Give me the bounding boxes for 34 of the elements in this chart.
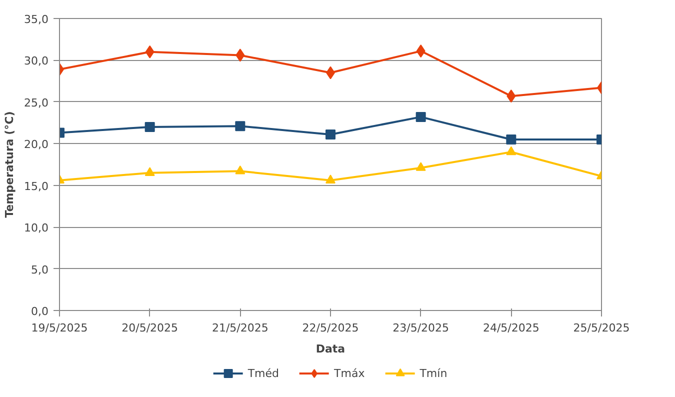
x-axis-title: Data — [316, 342, 346, 356]
y-tick-label: 25,0 — [24, 96, 49, 110]
y-tick-label: 0,0 — [31, 305, 49, 318]
point — [235, 121, 246, 132]
point — [416, 112, 426, 122]
point — [416, 44, 426, 58]
point — [506, 134, 516, 144]
x-tick-label: 21/5/2025 — [212, 322, 268, 334]
x-tick-label: 23/5/2025 — [392, 322, 450, 334]
point — [144, 122, 155, 132]
point — [144, 167, 155, 176]
y-axis-title: Temperatura (°C) — [3, 111, 16, 218]
legend-label: Tméd — [248, 366, 280, 380]
x-tick-label: 22/5/2025 — [302, 322, 359, 334]
y-tick-label: 5,0 — [31, 263, 49, 276]
point — [326, 129, 336, 140]
point — [235, 165, 246, 174]
point — [416, 162, 426, 171]
point — [145, 45, 154, 58]
y-tick-label: 15,0 — [24, 180, 49, 193]
x-tick-label: 24/5/2025 — [482, 322, 540, 334]
point — [236, 48, 245, 62]
y-tick-label: 10,0 — [24, 222, 49, 235]
x-tick-label: 25/5/2025 — [573, 322, 630, 334]
legend-label: Tmáx — [334, 366, 365, 380]
y-tick-label: 30,0 — [24, 54, 49, 68]
x-tick-label: 19/5/2025 — [31, 322, 88, 334]
y-tick-label: 35,0 — [24, 13, 49, 26]
y-tick-label: 20,0 — [24, 138, 49, 152]
legend-label: Tmín — [420, 366, 448, 380]
point — [506, 146, 516, 156]
x-tick-label: 20/5/2025 — [122, 322, 178, 334]
point — [326, 174, 336, 184]
point — [506, 90, 516, 103]
